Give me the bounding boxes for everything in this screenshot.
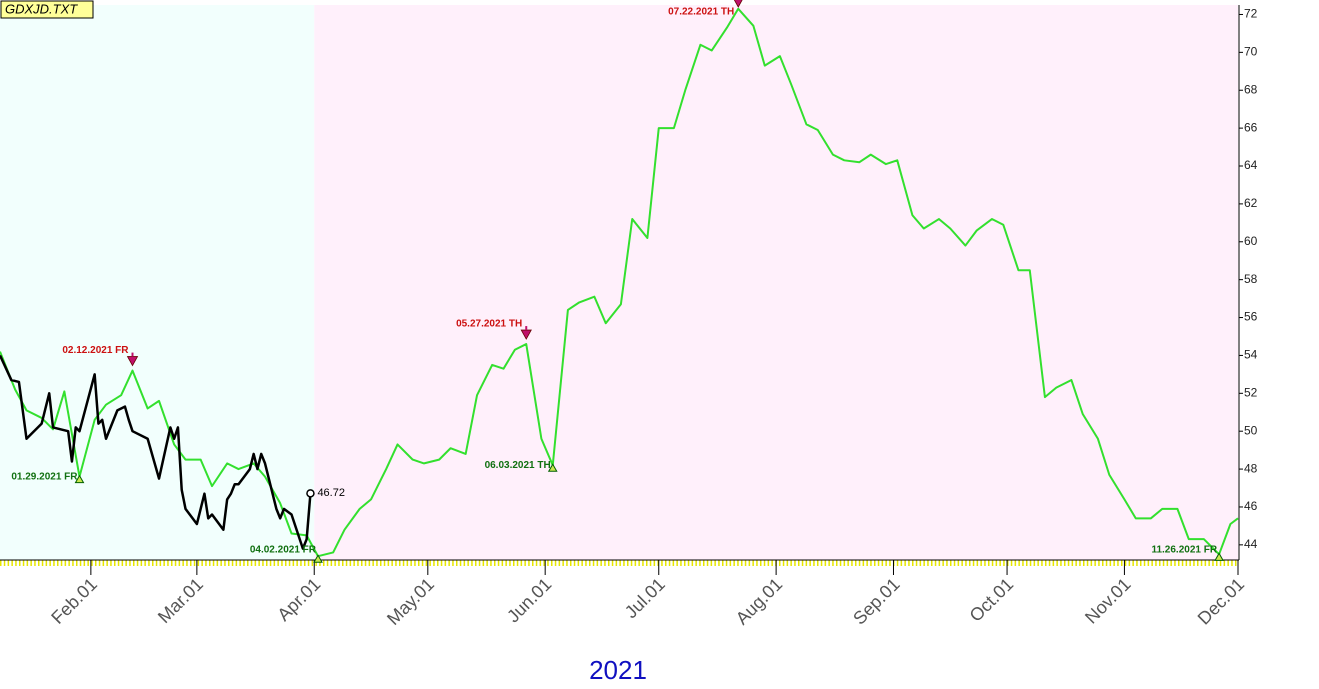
x-tick-label: Nov.01 xyxy=(1081,574,1135,628)
high-label: 07.22.2021 TH xyxy=(668,7,734,18)
region xyxy=(314,5,1238,560)
low-marker xyxy=(1214,552,1224,561)
x-tick-label: Feb.01 xyxy=(47,574,101,628)
x-tick-label: Sep.01 xyxy=(849,574,903,628)
last-value-label: 46.72 xyxy=(317,487,345,499)
series-line xyxy=(0,7,1239,558)
x-tick-label: Aug.01 xyxy=(732,574,786,628)
y-tick-label: 48 xyxy=(1244,461,1258,475)
low-marker xyxy=(74,474,85,484)
x-tick-label: Oct.01 xyxy=(966,574,1018,626)
y-tick-label: 46 xyxy=(1244,499,1258,513)
y-tick-label: 64 xyxy=(1244,158,1258,172)
low-marker xyxy=(547,463,558,472)
low-label: 01.29.2021 FR xyxy=(11,471,78,482)
x-tick-label: Jul.01 xyxy=(621,574,669,622)
y-tick-label: 62 xyxy=(1244,196,1258,210)
y-tick-label: 54 xyxy=(1244,348,1258,362)
x-tick-label: Mar.01 xyxy=(154,574,207,627)
y-tick-label: 66 xyxy=(1244,120,1258,134)
low-label: 11.26.2021 FR xyxy=(1151,545,1217,556)
file-tag-box xyxy=(0,0,94,19)
low-label: 04.02.2021 FR xyxy=(250,545,317,556)
y-tick-label: 50 xyxy=(1244,423,1258,437)
y-tick-label: 60 xyxy=(1244,234,1258,248)
x-tick-label: Apr.01 xyxy=(273,574,324,625)
low-label: 06.03.2021 TH xyxy=(485,460,551,471)
file-tag: GDXJD.TXT xyxy=(5,1,78,16)
series-line xyxy=(0,354,312,550)
y-tick-label: 58 xyxy=(1244,272,1258,286)
x-tick-label: May.01 xyxy=(383,574,438,629)
y-tick-label: 68 xyxy=(1244,82,1258,96)
x-tick-label: Jun.01 xyxy=(503,574,555,626)
last-value-marker xyxy=(306,489,315,498)
y-tick-label: 56 xyxy=(1244,310,1258,324)
x-axis-label: 2021 xyxy=(589,655,647,685)
background xyxy=(0,5,1238,560)
high-marker xyxy=(733,0,743,8)
x-tick-label: Dec.01 xyxy=(1194,574,1248,628)
high-label: 02.12.2021 FR xyxy=(62,345,129,356)
y-tick-label: 44 xyxy=(1244,537,1258,551)
low-marker xyxy=(313,554,323,563)
y-tick-label: 72 xyxy=(1244,7,1258,21)
y-tick-label: 52 xyxy=(1244,385,1258,399)
high-label: 05.27.2021 TH xyxy=(456,319,522,330)
y-tick-label: 70 xyxy=(1244,45,1258,59)
